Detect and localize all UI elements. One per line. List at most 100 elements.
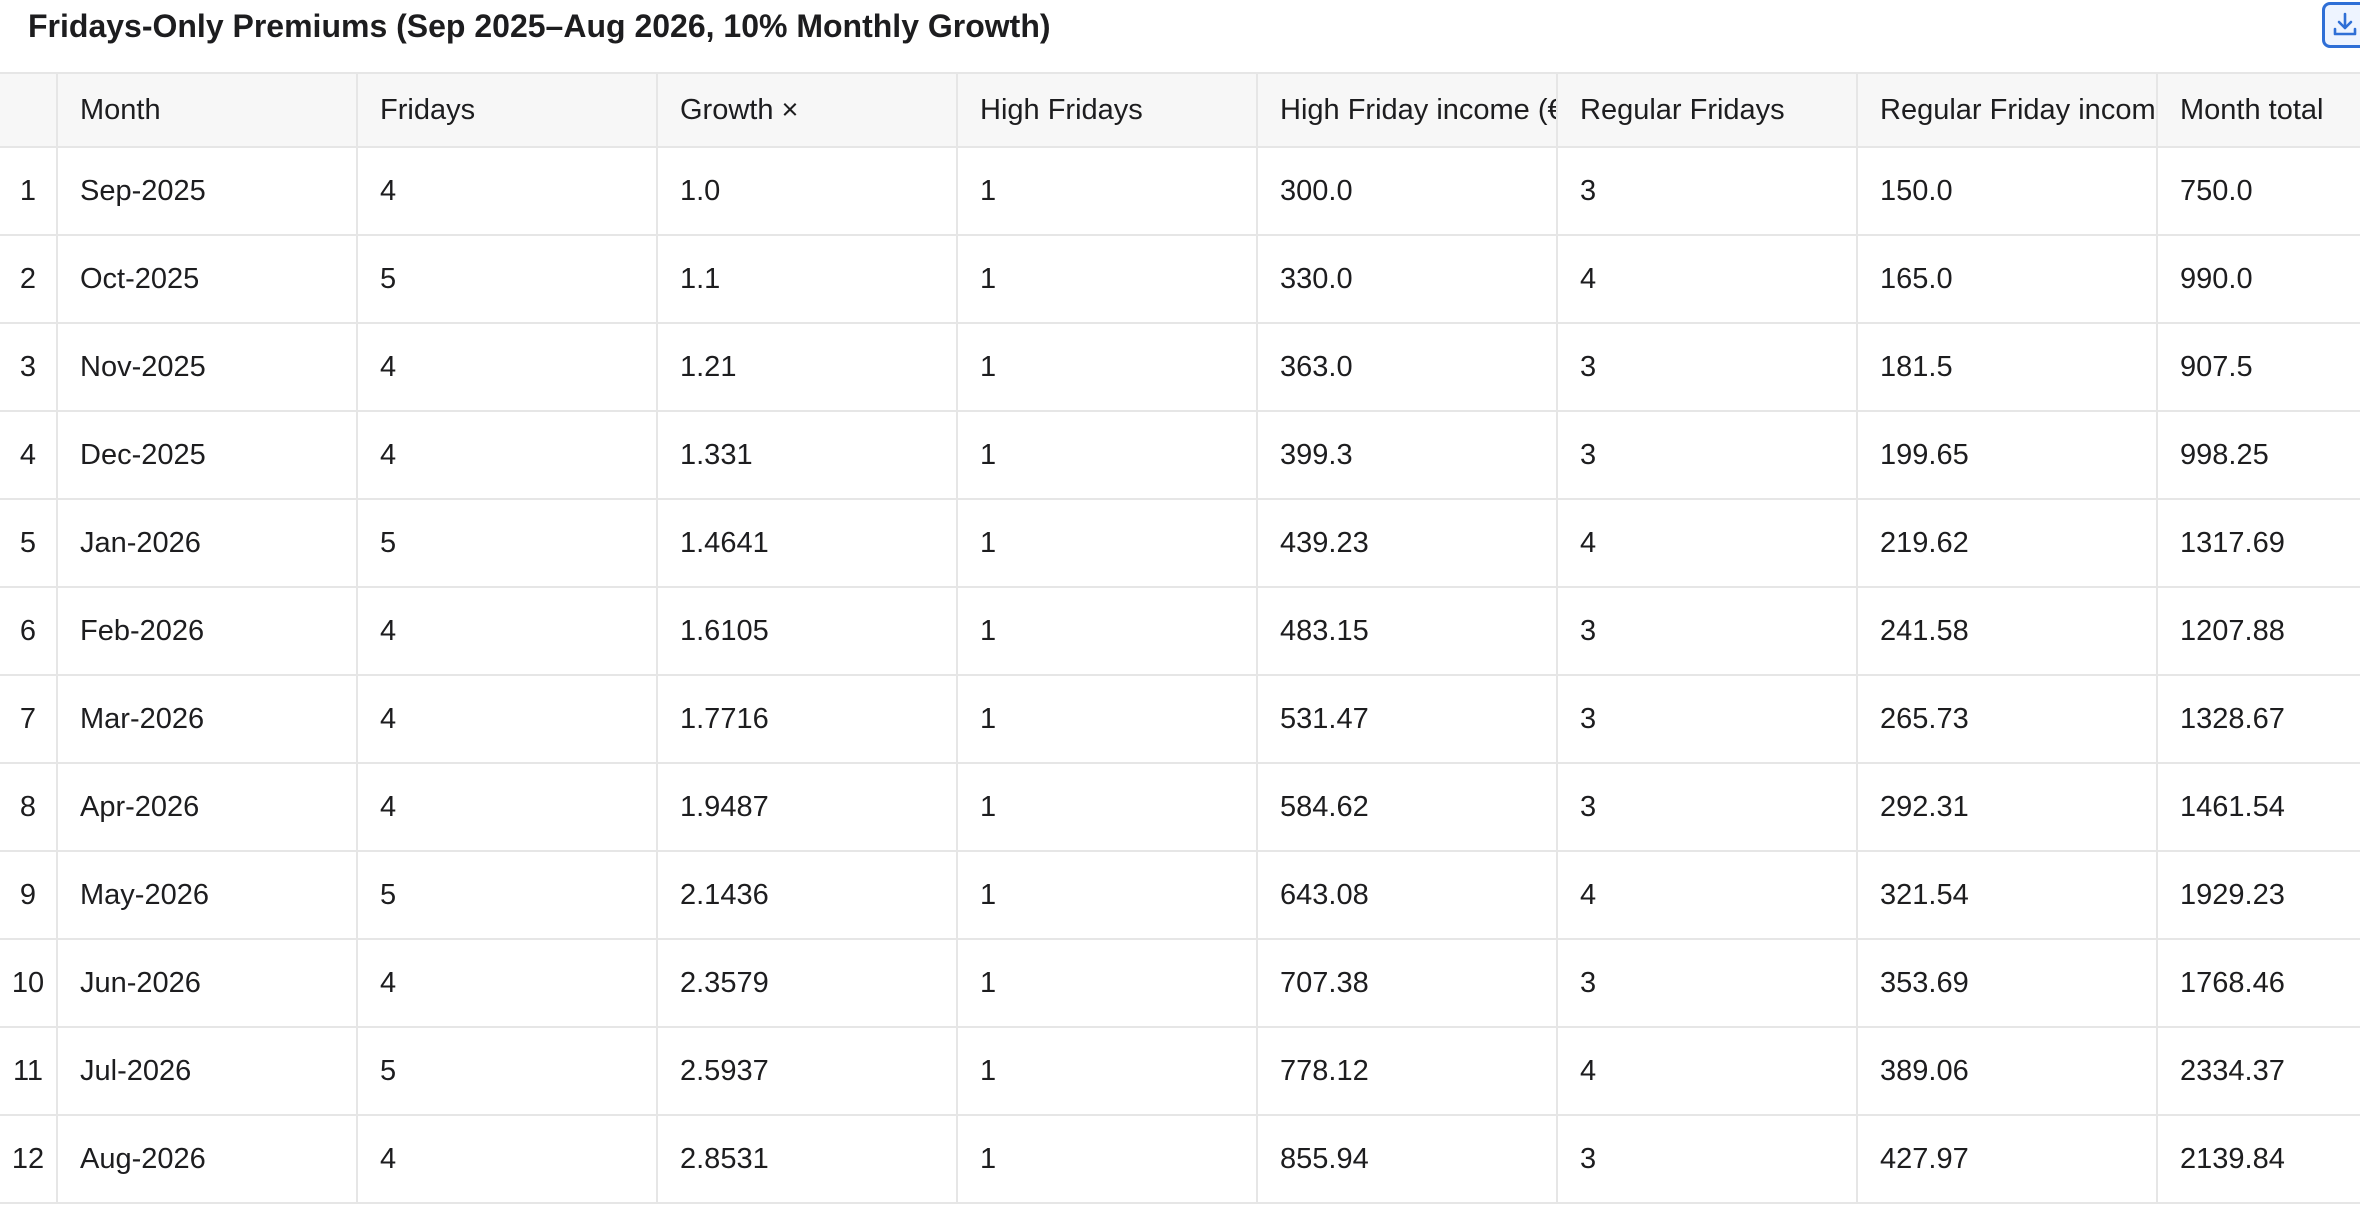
month-total-cell[interactable]: 1317.69 [2157, 499, 2360, 588]
column-header-fridays[interactable]: Fridays [357, 72, 658, 148]
regular-friday-income-cell[interactable]: 150.0 [1857, 147, 2158, 236]
row-index[interactable]: 4 [0, 411, 58, 500]
fridays-cell[interactable]: 4 [357, 763, 658, 852]
month-cell[interactable]: Jul-2026 [57, 1027, 358, 1116]
column-header-high-fridays[interactable]: High Fridays [957, 72, 1258, 148]
month-cell[interactable]: Feb-2026 [57, 587, 358, 676]
row-index[interactable]: 3 [0, 323, 58, 412]
growth-cell[interactable]: 2.1436 [657, 851, 958, 940]
row-index[interactable]: 2 [0, 235, 58, 324]
column-header-growth[interactable]: Growth × [657, 72, 958, 148]
table-row[interactable]: 3 Nov-2025 4 1.21 1 363.0 3 181.5 907.5 [0, 323, 2360, 412]
regular-friday-income-cell[interactable]: 265.73 [1857, 675, 2158, 764]
regular-fridays-cell[interactable]: 4 [1557, 499, 1858, 588]
row-index[interactable]: 7 [0, 675, 58, 764]
table-row[interactable]: 10 Jun-2026 4 2.3579 1 707.38 3 353.69 1768.46 [0, 939, 2360, 1028]
month-total-cell[interactable]: 1461.54 [2157, 763, 2360, 852]
fridays-cell[interactable]: 5 [357, 499, 658, 588]
month-cell[interactable]: Nov-2025 [57, 323, 358, 412]
regular-friday-income-cell[interactable]: 292.31 [1857, 763, 2158, 852]
month-cell[interactable]: Aug-2026 [57, 1115, 358, 1204]
month-total-cell[interactable]: 1207.88 [2157, 587, 2360, 676]
growth-cell[interactable]: 1.21 [657, 323, 958, 412]
table-row[interactable]: 1 Sep-2025 4 1.0 1 300.0 3 150.0 750.0 [0, 147, 2360, 236]
month-total-cell[interactable]: 750.0 [2157, 147, 2360, 236]
high-friday-income-cell[interactable]: 707.38 [1257, 939, 1558, 1028]
regular-friday-income-cell[interactable]: 353.69 [1857, 939, 2158, 1028]
row-index[interactable]: 12 [0, 1115, 58, 1204]
high-fridays-cell[interactable]: 1 [957, 1115, 1258, 1204]
column-header-month-total[interactable]: Month total [2157, 72, 2360, 148]
month-total-cell[interactable]: 1768.46 [2157, 939, 2360, 1028]
regular-friday-income-cell[interactable]: 219.62 [1857, 499, 2158, 588]
high-friday-income-cell[interactable]: 643.08 [1257, 851, 1558, 940]
regular-friday-income-cell[interactable]: 241.58 [1857, 587, 2158, 676]
regular-fridays-cell[interactable]: 3 [1557, 939, 1858, 1028]
regular-fridays-cell[interactable]: 3 [1557, 147, 1858, 236]
high-fridays-cell[interactable]: 1 [957, 411, 1258, 500]
high-friday-income-cell[interactable]: 399.3 [1257, 411, 1558, 500]
high-friday-income-cell[interactable]: 483.15 [1257, 587, 1558, 676]
month-cell[interactable]: Apr-2026 [57, 763, 358, 852]
high-fridays-cell[interactable]: 1 [957, 499, 1258, 588]
fridays-cell[interactable]: 4 [357, 411, 658, 500]
month-total-cell[interactable]: 990.0 [2157, 235, 2360, 324]
high-friday-income-cell[interactable]: 584.62 [1257, 763, 1558, 852]
growth-cell[interactable]: 1.4641 [657, 499, 958, 588]
growth-cell[interactable]: 1.9487 [657, 763, 958, 852]
fridays-cell[interactable]: 4 [357, 147, 658, 236]
table-row[interactable]: 9 May-2026 5 2.1436 1 643.08 4 321.54 1929.23 [0, 851, 2360, 940]
row-index[interactable]: 1 [0, 147, 58, 236]
regular-fridays-cell[interactable]: 4 [1557, 1027, 1858, 1116]
month-cell[interactable]: Jun-2026 [57, 939, 358, 1028]
regular-friday-income-cell[interactable]: 181.5 [1857, 323, 2158, 412]
growth-cell[interactable]: 2.3579 [657, 939, 958, 1028]
high-friday-income-cell[interactable]: 531.47 [1257, 675, 1558, 764]
table-row[interactable]: 5 Jan-2026 5 1.4641 1 439.23 4 219.62 1317.69 [0, 499, 2360, 588]
table-row[interactable]: 7 Mar-2026 4 1.7716 1 531.47 3 265.73 1328.67 [0, 675, 2360, 764]
regular-fridays-cell[interactable]: 3 [1557, 675, 1858, 764]
row-index[interactable]: 10 [0, 939, 58, 1028]
data-table-container[interactable]: Month Fridays Growth × High Fridays High… [0, 72, 2360, 1206]
month-cell[interactable]: Mar-2026 [57, 675, 358, 764]
table-row[interactable]: 4 Dec-2025 4 1.331 1 399.3 3 199.65 998.25 [0, 411, 2360, 500]
high-friday-income-cell[interactable]: 778.12 [1257, 1027, 1558, 1116]
high-fridays-cell[interactable]: 1 [957, 147, 1258, 236]
month-cell[interactable]: Jan-2026 [57, 499, 358, 588]
column-header-high-friday-income[interactable]: High Friday income (€) [1257, 72, 1558, 148]
column-header-regular-friday-income[interactable]: Regular Friday income (€) [1857, 72, 2158, 148]
month-total-cell[interactable]: 1328.67 [2157, 675, 2360, 764]
high-friday-income-cell[interactable]: 300.0 [1257, 147, 1558, 236]
high-fridays-cell[interactable]: 1 [957, 323, 1258, 412]
month-cell[interactable]: Oct-2025 [57, 235, 358, 324]
fridays-cell[interactable]: 5 [357, 235, 658, 324]
row-index[interactable]: 9 [0, 851, 58, 940]
growth-cell[interactable]: 1.7716 [657, 675, 958, 764]
column-header-regular-fridays[interactable]: Regular Fridays [1557, 72, 1858, 148]
regular-fridays-cell[interactable]: 3 [1557, 763, 1858, 852]
download-button[interactable] [2322, 2, 2360, 48]
growth-cell[interactable]: 2.5937 [657, 1027, 958, 1116]
high-fridays-cell[interactable]: 1 [957, 587, 1258, 676]
regular-friday-income-cell[interactable]: 321.54 [1857, 851, 2158, 940]
high-fridays-cell[interactable]: 1 [957, 675, 1258, 764]
fridays-cell[interactable]: 5 [357, 851, 658, 940]
high-fridays-cell[interactable]: 1 [957, 851, 1258, 940]
table-row[interactable]: 2 Oct-2025 5 1.1 1 330.0 4 165.0 990.0 [0, 235, 2360, 324]
regular-friday-income-cell[interactable]: 199.65 [1857, 411, 2158, 500]
growth-cell[interactable]: 1.1 [657, 235, 958, 324]
regular-fridays-cell[interactable]: 3 [1557, 323, 1858, 412]
month-cell[interactable]: May-2026 [57, 851, 358, 940]
month-total-cell[interactable]: 998.25 [2157, 411, 2360, 500]
fridays-cell[interactable]: 5 [357, 1027, 658, 1116]
high-friday-income-cell[interactable]: 363.0 [1257, 323, 1558, 412]
month-total-cell[interactable]: 2139.84 [2157, 1115, 2360, 1204]
fridays-cell[interactable]: 4 [357, 939, 658, 1028]
growth-cell[interactable]: 2.8531 [657, 1115, 958, 1204]
high-fridays-cell[interactable]: 1 [957, 939, 1258, 1028]
table-row[interactable]: 6 Feb-2026 4 1.6105 1 483.15 3 241.58 1207.88 [0, 587, 2360, 676]
month-total-cell[interactable]: 1929.23 [2157, 851, 2360, 940]
high-friday-income-cell[interactable]: 439.23 [1257, 499, 1558, 588]
fridays-cell[interactable]: 4 [357, 587, 658, 676]
row-index[interactable]: 8 [0, 763, 58, 852]
